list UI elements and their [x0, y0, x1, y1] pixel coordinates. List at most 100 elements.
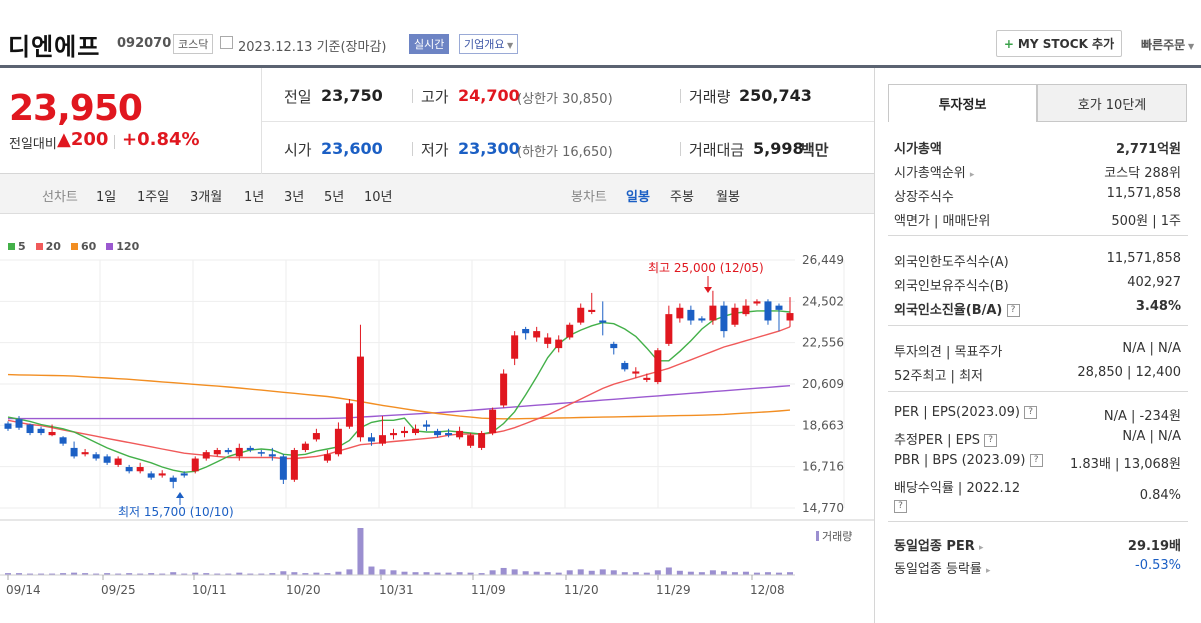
cap-rank-label: 시가총액순위 — [894, 166, 966, 181]
candle-body — [588, 309, 596, 313]
period-1y[interactable]: 1년 — [244, 190, 265, 205]
period-5y[interactable]: 5년 — [324, 190, 345, 205]
sector-per-value: 29.19배 — [1127, 539, 1181, 554]
divider — [680, 89, 681, 103]
w52-value: 28,850 | 12,400 — [1077, 365, 1181, 380]
foreign-limit-label: 외국인한도주식수(A) — [894, 255, 1009, 270]
base-date: 2023.12.13 기준(장마감) — [238, 40, 387, 55]
candle-body — [59, 437, 67, 444]
divider — [874, 68, 875, 623]
candle-body — [445, 433, 453, 436]
period-10y[interactable]: 10년 — [364, 190, 393, 205]
candle-monthly[interactable]: 월봉 — [716, 190, 740, 205]
volume-bar — [335, 571, 342, 575]
realtime-button[interactable]: 실시간 — [409, 34, 450, 54]
y-tick-label: 16,716 — [802, 460, 844, 474]
high-arrow-head — [704, 287, 712, 293]
stock-name: 디엔에프 — [8, 33, 101, 61]
candle-body — [676, 307, 684, 319]
y-tick-label: 20,609 — [802, 377, 844, 391]
y-tick-label: 24,502 — [802, 294, 844, 308]
candle-body — [48, 431, 56, 436]
help-icon[interactable]: ? — [1006, 304, 1020, 317]
volume-bar — [742, 571, 749, 575]
volume-bar — [632, 572, 639, 575]
shares-value: 11,571,858 — [1106, 186, 1181, 201]
period-1w[interactable]: 1주일 — [137, 190, 170, 205]
volume-bar — [104, 573, 111, 575]
candle-body — [202, 452, 210, 459]
candle-daily[interactable]: 일봉 — [626, 190, 650, 205]
candle-weekly[interactable]: 주봉 — [670, 190, 694, 205]
row-sector-change: 동일업종 등락률 ▸ -0.53% — [894, 558, 1181, 577]
candle-body — [522, 328, 530, 334]
x-tick-label: 10/20 — [286, 583, 321, 597]
amount-unit: 백만 — [801, 141, 829, 159]
candle-body — [114, 458, 122, 465]
volume-bar — [500, 567, 507, 575]
cap-rank-link[interactable]: 시가총액순위 ▸ — [894, 162, 974, 181]
legend-label: 20 — [45, 240, 61, 253]
chevron-down-icon: ▼ — [504, 41, 514, 50]
candle-body — [786, 313, 794, 321]
volume-bar — [291, 572, 298, 575]
candle-body — [643, 377, 651, 380]
y-tick-label: 18,663 — [802, 418, 844, 432]
candle-body — [290, 450, 298, 480]
dividend-label: 배당수익률 | 2022.12 — [894, 481, 1021, 496]
quote-panel — [0, 68, 874, 174]
help-icon[interactable]: ? — [894, 500, 907, 513]
add-mystock-button[interactable]: + MY STOCK 추가 — [996, 30, 1122, 57]
candle-body — [500, 373, 508, 406]
row-52w: 52주최고 | 최저 28,850 | 12,400 — [894, 365, 1181, 384]
cap-rank-value: 코스닥 288위 — [1104, 166, 1181, 181]
market-badge: 코스닥 — [173, 34, 214, 54]
help-icon[interactable]: ? — [1024, 406, 1038, 419]
add-mystock-label: MY STOCK 추가 — [1017, 37, 1115, 51]
candle-body — [654, 350, 662, 383]
row-foreign-rate: 외국인소진율(B/A) ? 3.48% — [894, 299, 1181, 318]
tab-invest-info[interactable]: 투자정보 — [888, 84, 1037, 122]
volume-bar — [379, 569, 386, 575]
company-overview-dropdown[interactable]: 기업개요 ▼ — [459, 34, 519, 54]
legend-item: 120 — [106, 240, 139, 253]
x-tick-label: 11/29 — [656, 583, 691, 597]
row-foreign-limit: 외국인한도주식수(A) 11,571,858 — [894, 251, 1181, 270]
change-percent: +0.84% — [122, 129, 200, 150]
help-icon[interactable]: ? — [984, 434, 998, 447]
quick-order-button[interactable]: 빠른주문 ▼ — [1141, 36, 1194, 53]
candle-body — [158, 473, 166, 476]
sector-change-link[interactable]: 동일업종 등락률 ▸ — [894, 558, 991, 577]
help-icon[interactable]: ? — [1029, 454, 1043, 467]
volume-bar — [346, 569, 353, 575]
row-est-per: 추정PER | EPS ? N/A | N/A — [894, 429, 1181, 448]
volume-bar — [555, 572, 562, 575]
period-3m[interactable]: 3개월 — [190, 190, 223, 205]
candle-body — [423, 424, 431, 427]
high-label: 고가 — [421, 88, 449, 106]
par-value: 500원 | 1주 — [1111, 214, 1181, 229]
sector-per-link[interactable]: 동일업종 PER ▸ — [894, 535, 983, 554]
volume-bar — [214, 573, 221, 575]
x-tick-label: 11/20 — [564, 583, 599, 597]
volume-bar — [445, 572, 452, 575]
volume-legend-swatch — [816, 531, 819, 541]
candle-body — [378, 435, 386, 444]
volume-bar — [522, 571, 529, 575]
calendar-icon — [220, 36, 233, 49]
candle-body — [103, 456, 111, 463]
volume-bar — [533, 571, 540, 575]
period-3y[interactable]: 3년 — [284, 190, 305, 205]
row-par: 액면가 | 매매단위 500원 | 1주 — [894, 210, 1181, 229]
candlestick-chart: 26,449 24,502 22,556 20,609 18,663 16,716 14,7… — [0, 253, 874, 597]
par-label: 액면가 | 매매단위 — [894, 214, 991, 229]
volume-bar — [313, 572, 320, 575]
legend-swatch — [106, 243, 114, 250]
foreign-hold-label: 외국인보유주식수(B) — [894, 279, 1009, 294]
tab-hoga-10[interactable]: 호가 10단계 — [1037, 84, 1187, 122]
volume-value: 250,743 — [739, 86, 812, 105]
period-1d[interactable]: 1일 — [96, 190, 117, 205]
candle-body — [599, 320, 607, 323]
row-opinion: 투자의견 | 목표주가 N/A | N/A — [894, 341, 1181, 360]
candle-body — [268, 454, 276, 457]
